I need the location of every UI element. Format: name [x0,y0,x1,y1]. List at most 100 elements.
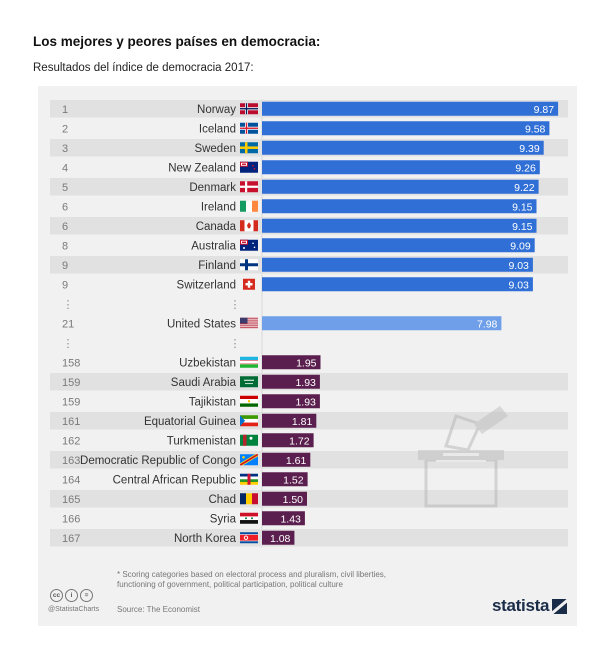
bar [262,238,535,253]
country-label: Australia [191,240,236,252]
value-label: 1.81 [292,416,313,428]
country-label: Turkmenistan [167,435,236,447]
country-label: Ireland [201,201,236,213]
value-label: 9.26 [515,162,536,174]
rank-label: 21 [62,318,74,330]
ireland-flag-icon [240,200,258,212]
bar [262,257,533,272]
value-label: 1.61 [286,455,307,467]
row-band [50,490,568,508]
north-korea-flag-icon [240,532,258,544]
bar [262,452,311,467]
rank-label: 161 [62,416,80,428]
rank-label: 3 [62,143,68,155]
uzbekistan-flag-icon [240,356,258,368]
country-label: Democratic Republic of Congo [80,455,236,467]
bar [262,121,550,136]
saudi-arabia-flag-icon [240,376,258,388]
chart-row: 4 New Zealand 9.26 [62,160,540,175]
chart-card: 1 Norway 9.87 2 Iceland 9.58 3 Sweden 9.39 4 New Z… [38,86,577,626]
rank-label: 6 [62,221,68,233]
value-label: 9.22 [514,182,535,194]
bar [262,101,559,116]
country-label: New Zealand [168,162,236,174]
value-label: 9.15 [512,201,533,213]
chart-row: 6 Ireland 9.15 [62,199,537,214]
tajikistan-flag-icon [240,395,258,407]
value-label: 1.95 [296,357,317,369]
value-label: 9.58 [525,123,546,135]
license-icons: cc i = [50,589,93,602]
sweden-flag-icon [240,142,258,154]
rank-label: 6 [62,201,68,213]
chart-row: 162 Turkmenistan 1.72 [62,433,314,448]
chad-flag-icon [240,493,258,505]
rank-label: 4 [62,162,68,174]
rank-label: 164 [62,474,80,486]
chart-row: 159 Saudi Arabia 1.93 [50,373,568,391]
value-label: 1.72 [289,435,310,447]
rank-label: 8 [62,240,68,252]
syria-flag-icon [240,512,258,524]
row-band [50,529,568,547]
gap-marker: ⋮ [63,299,74,311]
country-label: Equatorial Guinea [144,416,237,428]
rank-label: 165 [62,494,80,506]
denmark-flag-icon [240,181,258,193]
rank-label: 5 [62,182,68,194]
rank-label: 9 [62,260,68,272]
bar [262,530,295,545]
bar [262,277,533,292]
chart-row: 1 Norway 9.87 [50,100,568,118]
bar [262,179,539,194]
chart-row: 159 Tajikistan 1.93 [62,394,320,409]
country-label: Canada [196,221,237,233]
value-label: 1.43 [280,513,301,525]
iceland-flag-icon [240,122,258,134]
country-label: United States [167,318,236,330]
switzerland-flag-icon [243,278,255,290]
value-label: 9.15 [512,221,533,233]
rank-label: 159 [62,396,80,408]
creative-commons-icon: cc [50,589,63,602]
source-note: Source: The Economist [117,605,201,614]
page-title: Los mejores y peores países en democraci… [33,34,321,49]
country-label: Switzerland [177,279,236,291]
rank-label: 159 [62,377,80,389]
bar-chart: 1 Norway 9.87 2 Iceland 9.58 3 Sweden 9.39 4 New Z… [50,99,568,548]
rank-label: 162 [62,435,80,447]
no-derivatives-icon: = [80,589,93,602]
rank-label: 166 [62,513,80,525]
gap-marker: ⋮ [230,338,241,350]
bar [262,413,317,428]
bar [262,511,305,526]
rank-label: 167 [62,533,80,545]
bar [262,218,537,233]
chart-row: 166 Syria 1.43 [62,511,305,526]
country-label: North Korea [174,533,237,545]
chart-row: 9 Finland 9.03 [50,256,568,274]
bar [262,374,320,389]
chart-row: 158 Uzbekistan 1.95 [62,355,321,370]
norway-flag-icon [240,103,258,115]
statista-logo[interactable]: statista [492,596,568,616]
gap-marker: ⋮ [230,299,241,311]
value-label: 9.03 [508,260,529,272]
value-label: 1.08 [270,533,291,545]
country-label: Uzbekistan [179,357,236,369]
chart-row: 167 North Korea 1.08 [50,529,568,547]
value-label: 9.39 [519,143,540,155]
country-label: Syria [210,513,237,525]
turkmenistan-flag-icon [240,434,258,446]
chart-row: 165 Chad 1.50 [50,490,568,508]
gap-marker: ⋮ [63,338,74,350]
country-label: Sweden [194,143,236,155]
attribution-icon: i [65,589,78,602]
country-label: Saudi Arabia [171,377,237,389]
value-label: 9.03 [508,279,529,291]
united-states-flag-icon [240,317,258,329]
bar [262,472,308,487]
country-label: Iceland [199,123,236,135]
country-label: Norway [197,104,236,116]
value-label: 9.09 [510,240,531,252]
